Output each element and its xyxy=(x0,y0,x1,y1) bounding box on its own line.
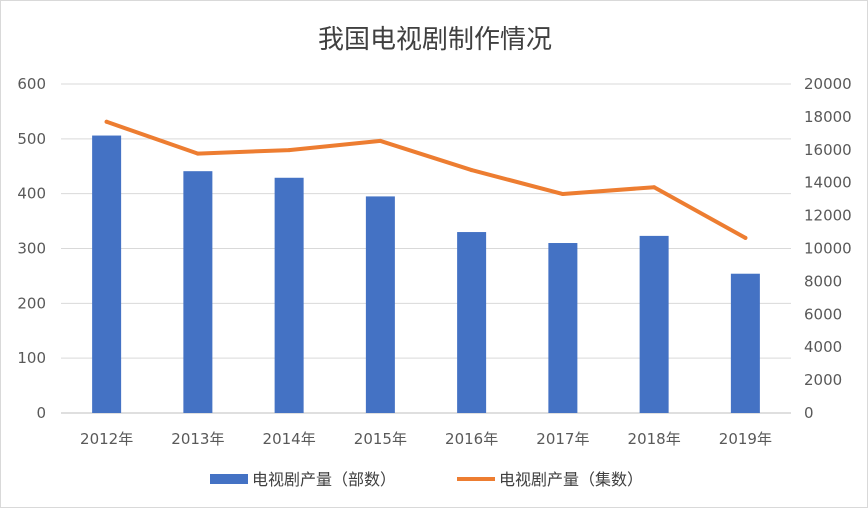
y2-tick-label: 0 xyxy=(804,404,814,422)
x-tick-label: 2019年 xyxy=(719,430,772,448)
x-tick-label: 2015年 xyxy=(354,430,407,448)
y-tick-label: 0 xyxy=(36,404,46,422)
x-tick-label: 2013年 xyxy=(171,430,224,448)
y-tick-label: 500 xyxy=(17,130,46,148)
bar xyxy=(365,196,395,413)
line-point xyxy=(195,151,200,156)
y2-tick-label: 8000 xyxy=(804,272,842,290)
line-point xyxy=(652,185,657,190)
y-tick-label: 400 xyxy=(17,185,46,203)
line-series xyxy=(104,119,748,240)
line-point xyxy=(469,168,474,173)
y2-tick-label: 20000 xyxy=(804,75,852,93)
axes: 0100200300400500600020004000600080001000… xyxy=(17,75,851,448)
series-line xyxy=(104,119,748,240)
bar xyxy=(639,235,669,413)
x-tick-label: 2014年 xyxy=(263,430,316,448)
bar-series xyxy=(92,135,760,413)
y-tick-label: 300 xyxy=(17,240,46,258)
y2-tick-label: 4000 xyxy=(804,338,842,356)
bar xyxy=(548,243,578,413)
y-tick-label: 200 xyxy=(17,294,46,312)
chart-title: 我国电视剧制作情况 xyxy=(318,25,552,55)
gridlines xyxy=(61,83,791,414)
x-tick-label: 2012年 xyxy=(80,430,133,448)
y2-tick-label: 2000 xyxy=(804,371,842,389)
x-tick-label: 2016年 xyxy=(445,430,498,448)
line-point xyxy=(560,192,565,197)
line-point xyxy=(104,119,109,124)
y2-tick-label: 6000 xyxy=(804,305,842,323)
y-tick-label: 100 xyxy=(17,349,46,367)
y-tick-label: 600 xyxy=(17,75,46,93)
y2-tick-label: 18000 xyxy=(804,108,852,126)
line-point xyxy=(743,235,748,240)
x-tick-label: 2018年 xyxy=(628,430,681,448)
x-tick-label: 2017年 xyxy=(536,430,589,448)
legend: 电视剧产量（部数） 电视剧产量（集数） xyxy=(210,470,643,489)
bar xyxy=(274,177,304,413)
bar xyxy=(730,273,760,413)
y2-tick-label: 16000 xyxy=(804,141,852,159)
legend-label: 电视剧产量（部数） xyxy=(252,470,396,489)
bar xyxy=(457,232,487,413)
bar xyxy=(183,171,213,413)
legend-swatch-bar xyxy=(210,474,248,484)
y2-tick-label: 10000 xyxy=(804,240,852,258)
line-point xyxy=(287,148,292,153)
y2-tick-label: 12000 xyxy=(804,207,852,225)
bar xyxy=(92,135,122,413)
legend-label: 电视剧产量（集数） xyxy=(499,470,643,489)
y2-tick-label: 14000 xyxy=(804,174,852,192)
line-point xyxy=(378,138,383,143)
